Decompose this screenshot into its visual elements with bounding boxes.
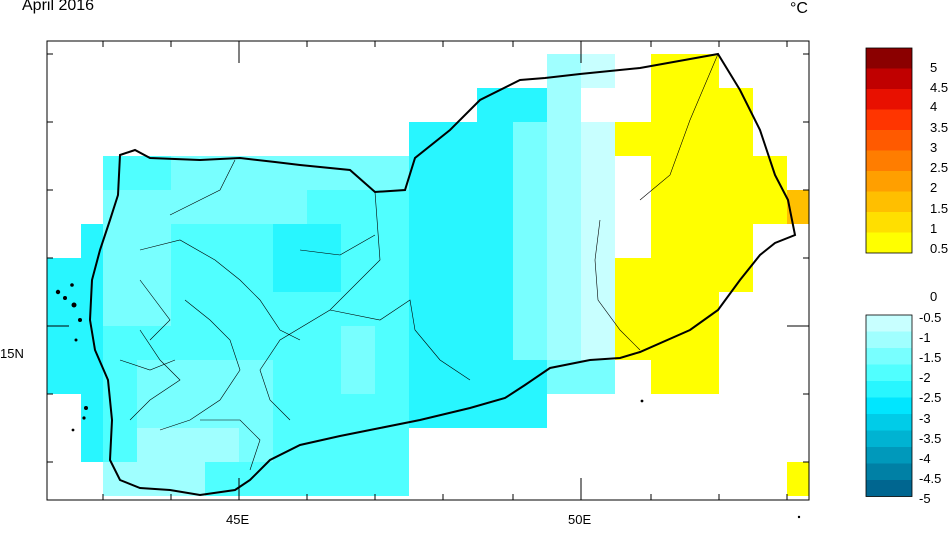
anomaly-cell <box>307 156 409 190</box>
colorbar-label: -0.5 <box>919 310 941 325</box>
colorbar-swatch <box>866 48 912 69</box>
colorbar-swatch <box>866 68 912 89</box>
country-outline <box>88 52 797 497</box>
anomaly-cell <box>273 224 341 292</box>
colorbar-swatch <box>866 364 912 381</box>
anomaly-cell <box>615 258 719 360</box>
anomaly-cell <box>137 428 239 462</box>
anomaly-cell <box>81 224 103 462</box>
anomaly-cell <box>443 190 477 292</box>
colorbar-swatch <box>866 480 912 497</box>
colorbar-label: 0 <box>930 289 937 304</box>
colorbar-swatch <box>866 331 912 348</box>
colorbar-label: 3.5 <box>930 120 948 135</box>
colorbar-label: -4 <box>919 451 931 466</box>
colorbar-label: 0.5 <box>930 241 948 256</box>
colorbar-swatch <box>866 212 912 233</box>
colorbar-frame-warm <box>865 47 913 254</box>
anomaly-grid <box>47 54 809 496</box>
colorbar-frame-cool <box>865 314 913 497</box>
colorbar-label: -4.5 <box>919 471 941 486</box>
anomaly-cell <box>787 190 809 224</box>
colorbar-label: -1 <box>919 330 931 345</box>
colorbar-swatch <box>866 89 912 110</box>
colorbar-label: 3 <box>930 140 937 155</box>
admin-boundaries <box>119 53 719 471</box>
unit-label: °C <box>790 0 808 17</box>
anomaly-cell <box>615 122 651 156</box>
colorbar-swatch <box>866 381 912 398</box>
colorbar-label: -5 <box>919 491 931 506</box>
colorbar-swatch <box>866 447 912 464</box>
colorbar-swatch <box>866 315 912 332</box>
anomaly-cell <box>103 462 205 496</box>
colorbar-label: -2.5 <box>919 390 941 405</box>
colorbar-swatch <box>866 430 912 447</box>
y-tick-label-15n: 15N <box>0 346 24 361</box>
colorbar-swatch <box>866 232 912 253</box>
anomaly-cell <box>787 462 809 496</box>
colorbar-label: -2 <box>919 370 931 385</box>
anomaly-cell <box>171 156 307 224</box>
x-tick-label-50e: 50E <box>568 512 591 527</box>
colorbar-label: -3 <box>919 411 931 426</box>
colorbar-swatch <box>866 130 912 151</box>
anomaly-cell <box>513 122 547 360</box>
anomaly-cell <box>103 190 171 326</box>
islands <box>55 283 801 519</box>
colorbar-label: -3.5 <box>919 431 941 446</box>
anomaly-cell <box>753 156 787 224</box>
colorbar-swatch <box>866 150 912 171</box>
colorbar-swatch <box>866 348 912 365</box>
colorbar-label: 1.5 <box>930 201 948 216</box>
anomaly-cell <box>719 88 753 292</box>
frame-ticks <box>47 41 809 500</box>
anomaly-cell <box>547 54 581 394</box>
colorbar-swatch <box>866 171 912 192</box>
colorbar-label: -1.5 <box>919 350 941 365</box>
colorbar-label: 4.5 <box>930 80 948 95</box>
colorbar-label: 5 <box>930 60 937 75</box>
map-title: April 2016 <box>22 0 95 14</box>
anomaly-cell <box>341 326 375 394</box>
colorbar-label: 2.5 <box>930 160 948 175</box>
colorbar-swatch <box>866 109 912 130</box>
plot-frame <box>46 40 810 501</box>
colorbar-label: 4 <box>930 99 937 114</box>
colorbar-swatch <box>866 463 912 480</box>
colorbar-label: 1 <box>930 221 937 236</box>
anomaly-cell <box>581 122 615 360</box>
x-tick-label-45e: 45E <box>226 512 249 527</box>
colorbar-swatch <box>866 414 912 431</box>
anomaly-cell <box>547 360 615 394</box>
colorbar: 5 4.5 4 3.5 3 2.5 2 1.5 1 0.5 0 -0.5 -1 -1.5 -2 -2.5 -3 -… <box>865 47 948 506</box>
colorbar-swatch <box>866 191 912 212</box>
colorbar-label: 2 <box>930 180 937 195</box>
colorbar-swatch <box>866 397 912 414</box>
